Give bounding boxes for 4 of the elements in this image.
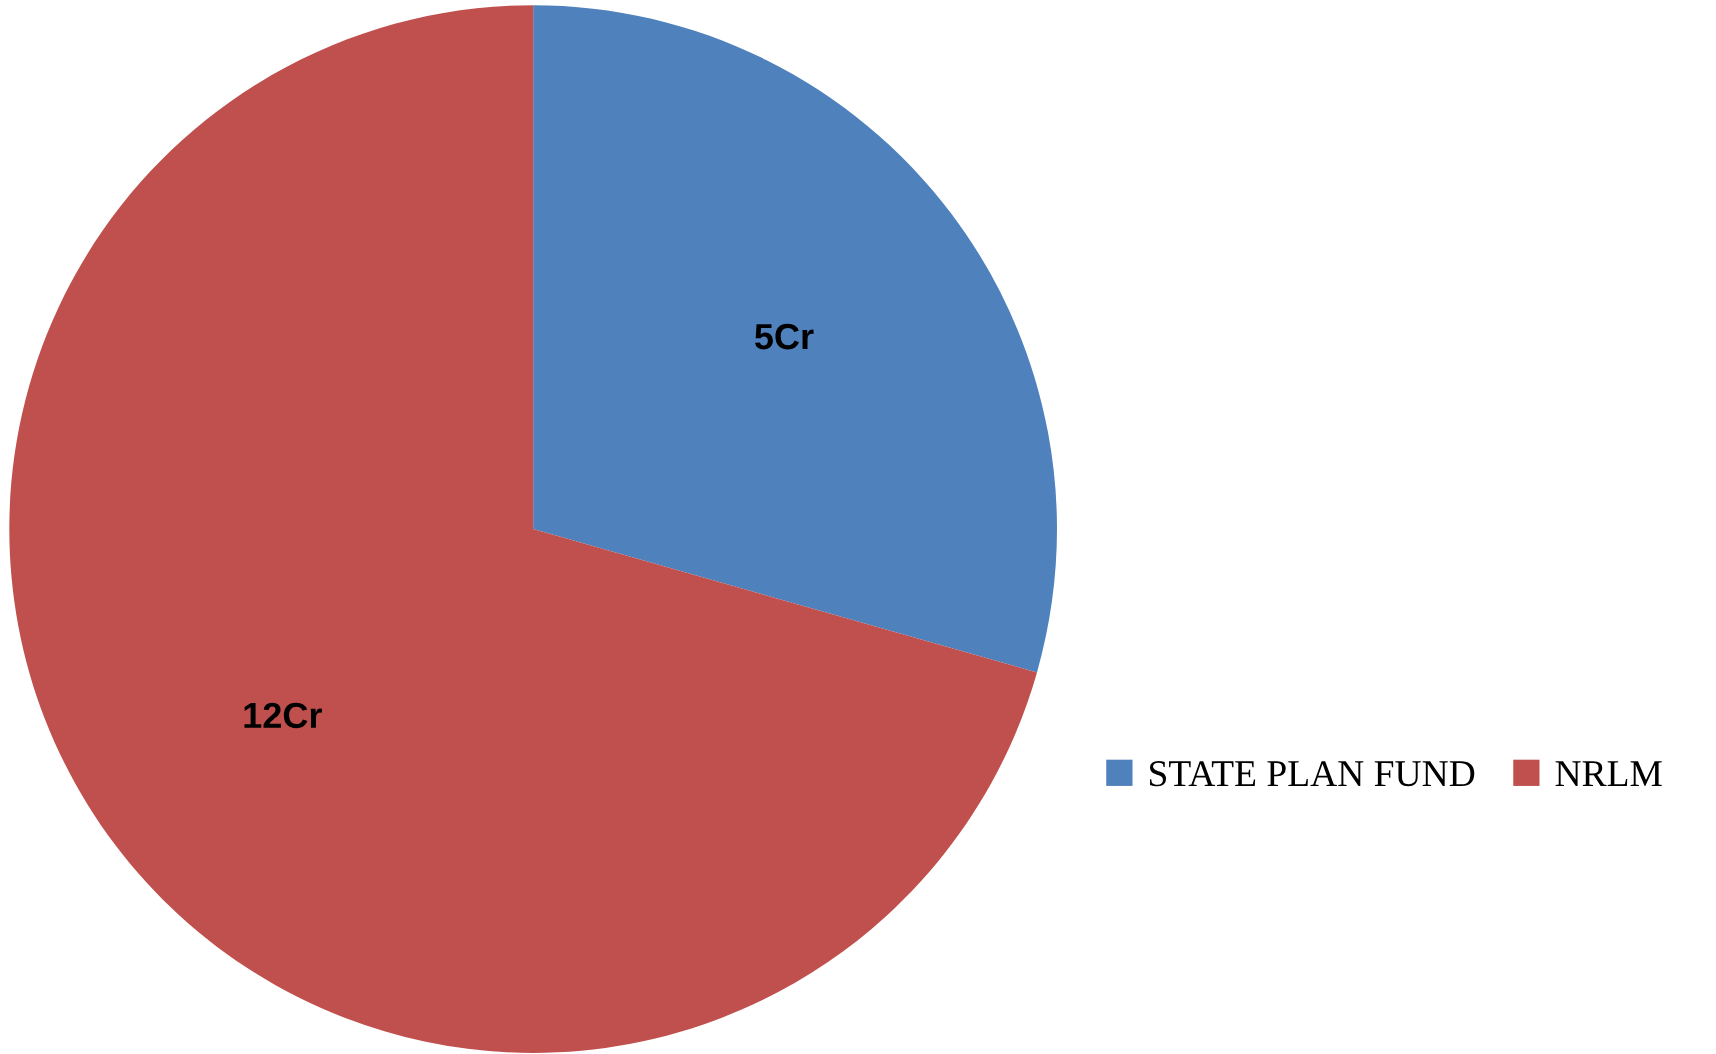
data-label: 5Cr bbox=[754, 323, 814, 350]
data-label: 12Cr bbox=[244, 702, 322, 729]
legend-label: NRLM bbox=[1555, 761, 1662, 786]
legend-label: STATE PLAN FUND bbox=[1150, 761, 1475, 787]
